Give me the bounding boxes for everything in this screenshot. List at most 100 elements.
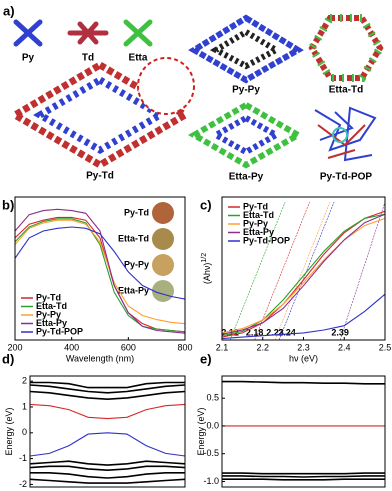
series-line [222,380,385,385]
tangent-line [254,201,310,341]
series-line [29,478,186,484]
x-tick-label: 2.4 [338,342,351,352]
y-axis-label-main: (Ahν) [202,263,212,285]
y-tick-label: 0.0 [206,420,219,430]
y-axis-label: Energy (eV) [4,407,14,455]
y-tick-label: 0.5 [206,393,219,403]
y-axis-label-sup: 1/2 [201,253,208,263]
legend-label: Etta-Td [36,301,67,311]
y-tick-label: -0.5 [203,448,219,458]
panel-label: d) [2,351,14,366]
series-line [14,226,186,300]
series-line [222,478,385,481]
panel-label: a) [3,3,15,18]
tangent-line [274,201,331,341]
inset-label: Etta-Py [118,285,149,295]
y-axis-label: Energy (eV) [196,407,206,455]
band-gap-label: 2.24 [278,327,296,337]
legend-label: Py-Td [36,292,61,302]
inset-photo [152,254,174,276]
monomer-label: Td [82,53,94,64]
legend-label: Etta-Py [243,227,274,237]
inset-label: Py-Py [124,259,149,269]
series-line [29,384,186,394]
legend-label: Py-Td [243,201,268,211]
legend-label: Etta-Py [36,318,67,328]
plot-frame [221,375,386,488]
band-gap-label: 2.39 [331,327,349,337]
x-tick-label: 600 [121,342,136,352]
framework-label: Py-Td-POP [320,172,373,183]
panel-label: e) [200,351,212,366]
inset-label: Etta-Td [118,233,149,243]
plot-frame [14,196,186,341]
x-tick-label: 400 [64,342,79,352]
framework-label: Etta-Py [229,172,264,183]
series-line [30,381,185,389]
framework-label: Etta-Td [329,85,363,96]
monomer-td [67,21,109,45]
series-line [222,475,385,478]
y-tick-label: 2 [22,376,27,386]
series-line [30,472,185,479]
plot-frame [29,375,186,488]
series-line [221,213,386,335]
y-tick-label: -1 [19,453,27,463]
series-line [14,218,186,333]
legend-label: Etta-Td [243,210,274,220]
x-tick-label: 200 [7,342,22,352]
legend-label: Py-Py [36,309,61,319]
y-axis-label: (Ahν)1/2 [201,253,213,284]
series-line [221,293,386,340]
x-tick-label: 800 [177,342,192,352]
inset-photo [152,202,174,224]
monomer-label: Etta [129,53,148,64]
inset-photo [152,228,174,250]
y-tick-label: 0 [22,427,27,437]
inset-photo [152,280,174,302]
series-line [29,465,186,472]
series-line [29,390,186,401]
monomer-label: Py [22,53,35,64]
y-axis-label-main: Energy (eV) [196,407,206,455]
x-axis-label: hν (eV) [289,353,318,363]
y-tick-label: 1 [22,401,27,411]
framework-label: Py-Py [232,85,260,96]
series-line [222,472,385,475]
x-tick-label: 2.2 [256,342,269,352]
series-line [14,208,186,334]
tangent-line [278,201,335,341]
legend-label: Py-Py [243,218,268,228]
inset-label: Py-Td [124,207,149,217]
band-gap-label: 2.18 [246,327,264,337]
tangent-line [339,201,386,341]
tangent-line [229,201,286,341]
legend-label: Py-Td-POP [243,235,290,245]
x-axis-label: Wavelength (nm) [66,353,134,363]
y-tick-label: -2 [19,479,27,489]
x-tick-label: 2.3 [297,342,310,352]
framework-label: Py-Td [86,171,114,182]
panel-label: c) [200,197,212,212]
series-line [29,432,186,457]
series-line [14,219,186,325]
series-line [221,217,386,334]
monomer-py [13,19,43,47]
legend-label: Py-Td-POP [36,326,83,336]
framework-etta-td [307,14,385,82]
framework-py-py [188,14,304,84]
panel-label: b) [2,197,14,212]
band-gap-label: 2.23 [266,327,284,337]
series-line [29,403,186,420]
framework-py-td-pop [314,106,377,162]
x-tick-label: 2.5 [379,342,392,352]
series-line [29,460,186,466]
x-tick-label: 2.1 [216,342,229,352]
monomer-etta [123,19,153,47]
zoom-circle [137,57,195,115]
y-tick-label: -1.0 [203,476,219,486]
framework-etta-py [187,101,305,169]
y-axis-label-main: Energy (eV) [4,407,14,455]
